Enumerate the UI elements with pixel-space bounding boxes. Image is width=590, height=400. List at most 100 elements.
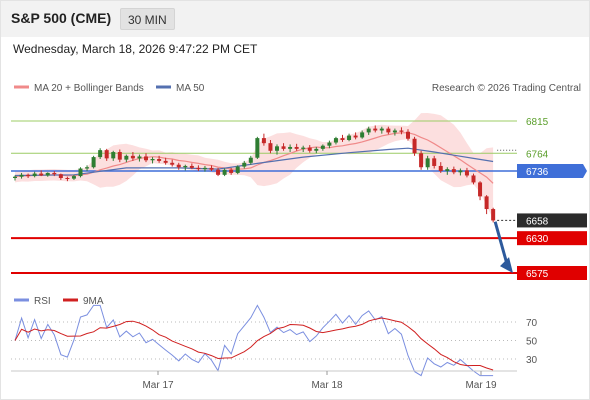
- candle-body: [366, 128, 371, 133]
- candle-body: [19, 174, 24, 177]
- candle-body: [478, 182, 483, 197]
- candle-body: [248, 157, 253, 163]
- candle-body: [333, 138, 338, 143]
- rsi-ma-line: [14, 317, 494, 371]
- candle-body: [26, 174, 31, 177]
- candle-body: [189, 165, 194, 168]
- candle-body: [242, 162, 247, 167]
- candle-body: [320, 145, 325, 149]
- last-price-label: 6658: [526, 216, 549, 227]
- candle-body: [347, 135, 352, 140]
- candle-body: [471, 175, 476, 183]
- candle-body: [386, 128, 391, 133]
- candle-body: [163, 160, 168, 163]
- last-price-label-box: [517, 213, 587, 228]
- target-arrow-head: [500, 257, 513, 274]
- interval-button[interactable]: 30 MIN: [120, 8, 175, 30]
- candle-body: [91, 157, 96, 168]
- ma20-legend-label: MA 20 + Bollinger Bands: [34, 83, 144, 94]
- candle-body: [52, 172, 57, 175]
- candle-body: [170, 162, 175, 165]
- level-labels: 6815 6764 6736 6658 6630 6575: [517, 117, 587, 280]
- candle-body: [32, 173, 37, 177]
- rsi-ma-legend-label: 9MA: [83, 296, 104, 307]
- rsi-tick-label: 30: [526, 355, 538, 366]
- candle-body: [13, 176, 17, 178]
- candle-body: [183, 165, 188, 168]
- candle-body: [307, 147, 312, 151]
- candle-body: [157, 159, 162, 161]
- ma50-legend-label: MA 50: [176, 83, 205, 94]
- candle-body: [222, 169, 227, 175]
- candle-body: [176, 164, 181, 168]
- candle-body: [150, 159, 155, 161]
- candle-body: [412, 138, 417, 154]
- candle-body: [268, 143, 273, 151]
- candle-body: [491, 209, 496, 221]
- candle-body: [353, 135, 358, 138]
- candle-body: [406, 131, 410, 139]
- candle-body: [104, 150, 109, 159]
- candle-body: [71, 176, 76, 179]
- pivot-label-box: [517, 164, 587, 179]
- credit-label: Research © 2026 Trading Central: [432, 83, 581, 94]
- candle-body: [484, 196, 489, 210]
- candle-body: [111, 152, 116, 159]
- candlesticks: [13, 125, 496, 223]
- candle-body: [288, 146, 293, 149]
- candle-body: [294, 146, 299, 149]
- candle-body: [464, 170, 469, 176]
- candle-body: [39, 173, 44, 176]
- support-label-box: [517, 231, 587, 246]
- candle-body: [196, 167, 201, 170]
- target-arrow-shaft: [493, 221, 509, 265]
- rsi-panel: 70 50 30: [11, 304, 538, 377]
- candle-body: [314, 148, 319, 151]
- candle-body: [340, 138, 345, 140]
- candle-body: [327, 142, 332, 146]
- target-arrow: [493, 221, 513, 274]
- candle-body: [117, 152, 122, 160]
- candle-body: [281, 146, 286, 149]
- moving-averages: [14, 132, 494, 184]
- candle-body: [202, 167, 207, 170]
- candle-body: [301, 147, 306, 149]
- rsi-tick-label: 70: [526, 318, 538, 329]
- candle-body: [216, 169, 221, 175]
- candle-body: [445, 169, 450, 172]
- candle-body: [229, 169, 234, 173]
- candle-body: [275, 146, 279, 151]
- pivot-label: 6736: [526, 167, 549, 178]
- x-axis: Mar 17 Mar 18 Mar 19: [142, 371, 497, 391]
- support-label: 6575: [526, 269, 549, 280]
- candle-body: [379, 128, 384, 131]
- candle-body: [425, 158, 430, 168]
- support-label-box: [517, 266, 587, 280]
- header-bar: S&P 500 (CME) 30 MIN: [1, 1, 589, 37]
- candle-body: [124, 155, 129, 160]
- candle-body: [451, 169, 456, 173]
- candle-body: [209, 167, 214, 170]
- candle-body: [432, 158, 437, 166]
- candle-body: [261, 138, 266, 144]
- candle-body: [144, 156, 148, 161]
- candle-body: [65, 178, 70, 179]
- candle-body: [419, 153, 424, 168]
- candle-body: [255, 138, 260, 158]
- rsi-tick-label: 50: [526, 337, 538, 348]
- candle-body: [392, 130, 397, 133]
- x-tick-label: Mar 19: [465, 380, 497, 391]
- x-tick-label: Mar 18: [311, 380, 343, 391]
- candle-body: [58, 174, 63, 178]
- candle-body: [373, 128, 378, 131]
- candle-body: [360, 132, 365, 138]
- candle-body: [399, 130, 404, 132]
- candle-body: [85, 167, 90, 169]
- rsi-legend-label: RSI: [34, 296, 51, 307]
- candle-body: [235, 166, 240, 173]
- support-label: 6630: [526, 234, 549, 245]
- candle-body: [137, 156, 142, 159]
- timestamp-label: Wednesday, March 18, 2026 9:47:22 PM CET: [13, 42, 258, 56]
